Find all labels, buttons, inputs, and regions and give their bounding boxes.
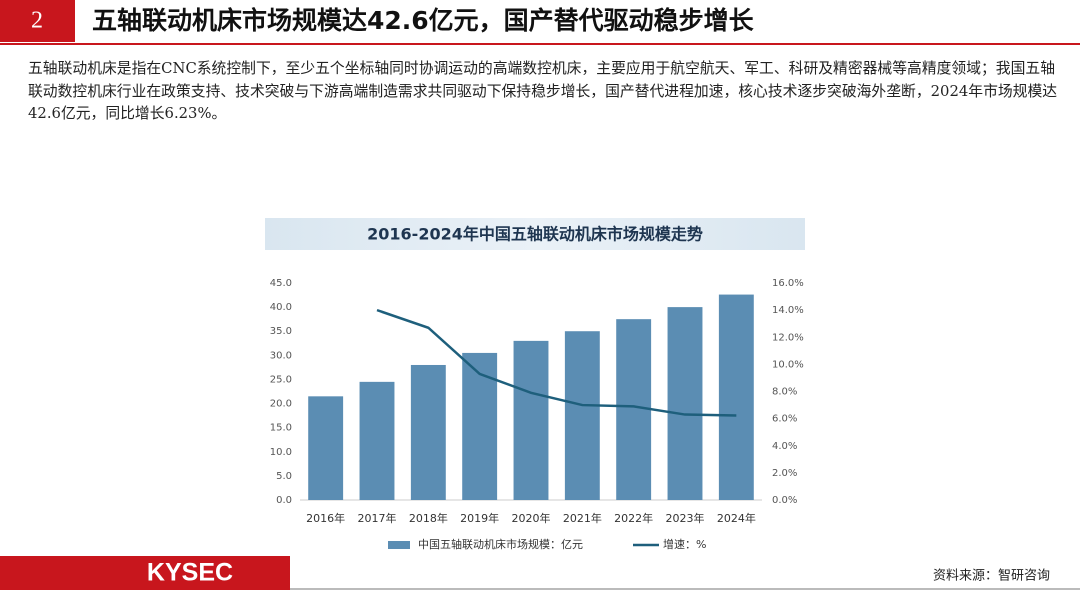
chart-title: 2016-2024年中国五轴联动机床市场规模走势 (367, 225, 703, 244)
x-tick-label: 2017年 (358, 511, 397, 525)
y-tick-label: 20.0 (270, 399, 292, 410)
y-tick-label: 0.0 (276, 495, 292, 506)
bar (718, 294, 754, 500)
body-text: 五轴联动机床是指在CNC系统控制下，至少五个坐标轴同时协调运动的高端数控机床，主… (28, 60, 1058, 122)
x-tick-label: 2019年 (460, 511, 499, 525)
legend-label: 增速：% (663, 537, 706, 551)
y-tick-label: 5.0 (276, 471, 292, 482)
x-tick-label: 2022年 (614, 511, 653, 525)
x-tick-label: 2024年 (717, 511, 756, 525)
y-tick-label: 45.0 (270, 278, 292, 289)
legend-swatch (388, 541, 410, 549)
line (376, 308, 737, 417)
bar (308, 396, 344, 500)
bar (359, 381, 395, 500)
y-tick-label: 30.0 (270, 350, 292, 361)
bar (564, 331, 600, 500)
bar (667, 307, 703, 500)
bar (616, 319, 652, 500)
source: 资料来源：智研咨询 (933, 569, 1050, 584)
logo: KYSEC (147, 559, 233, 587)
footer-rule (290, 588, 1080, 590)
slide-title: 五轴联动机床市场规模达42.6亿元，国产替代驱动稳步增长 (92, 6, 755, 35)
logo-band (0, 556, 290, 590)
y-tick-label: 40.0 (270, 302, 292, 313)
bar (513, 340, 549, 500)
section-badge (0, 0, 75, 42)
header-rule (0, 43, 1080, 45)
y-tick-label: 35.0 (270, 326, 292, 337)
y2-tick-label: 10.0% (772, 359, 804, 370)
bar (410, 364, 446, 500)
y2-tick-label: 16.0% (772, 278, 804, 289)
y2-tick-label: 0.0% (772, 495, 797, 506)
x-tick-label: 2023年 (666, 511, 705, 525)
y2-tick-label: 14.0% (772, 305, 804, 316)
y-tick-label: 25.0 (270, 374, 292, 385)
chart-title-bar (265, 218, 805, 250)
y-tick-label: 15.0 (270, 423, 292, 434)
y2-tick-label: 8.0% (772, 387, 797, 398)
y-tick-label: 10.0 (270, 447, 292, 458)
y2-tick-label: 4.0% (772, 441, 797, 452)
y2-tick-label: 2.0% (772, 468, 797, 479)
y2-tick-label: 12.0% (772, 332, 804, 343)
x-tick-label: 2016年 (306, 511, 345, 525)
x-tick-label: 2018年 (409, 511, 448, 525)
x-tick-label: 2021年 (563, 511, 602, 525)
legend-label: 中国五轴联动机床市场规模：亿元 (418, 537, 583, 551)
y2-tick-label: 6.0% (772, 414, 797, 425)
x-tick-label: 2020年 (512, 511, 551, 525)
section-number: 2 (31, 8, 43, 34)
